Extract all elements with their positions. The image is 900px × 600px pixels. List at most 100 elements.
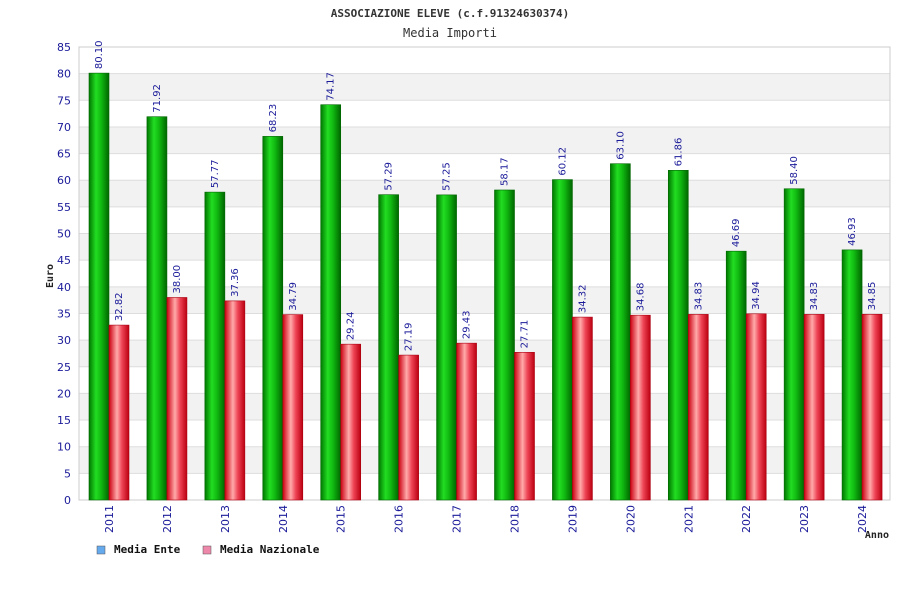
y-tick-label: 45 xyxy=(57,254,71,267)
bar-media-ente xyxy=(320,104,342,501)
bar-media-nazionale xyxy=(108,324,130,501)
y-tick-label: 40 xyxy=(57,281,71,294)
plot-band xyxy=(79,73,890,101)
data-label: 57.77 xyxy=(210,159,221,188)
data-label: 32.82 xyxy=(114,292,125,321)
legend-swatch-media-ente xyxy=(96,545,106,555)
bar-media-nazionale xyxy=(224,300,246,501)
plot-band xyxy=(79,313,890,341)
y-axis-label: Euro xyxy=(45,264,56,288)
y-axis-ticks: 0 5 10 15 20 25 30 35 40 45 50 55 60 65 70 75 80 85 xyxy=(57,41,71,507)
bar-media-ente xyxy=(378,194,399,501)
plot-band xyxy=(79,473,890,500)
bar-media-ente xyxy=(725,250,747,501)
y-tick-label: 50 xyxy=(57,228,71,241)
data-label: 29.43 xyxy=(462,311,473,340)
plot-band xyxy=(79,47,890,74)
bar-media-ente xyxy=(262,136,284,501)
x-tick-label: 2012 xyxy=(161,505,174,533)
data-label: 71.92 xyxy=(152,84,163,113)
bar-media-nazionale xyxy=(456,342,477,501)
x-tick-label: 2018 xyxy=(509,505,522,533)
plot-band xyxy=(79,233,890,261)
plot-band xyxy=(79,180,890,207)
data-label: 74.17 xyxy=(326,72,337,101)
data-label: 34.79 xyxy=(288,282,299,311)
x-tick-label: 2017 xyxy=(451,505,464,533)
y-tick-label: 75 xyxy=(57,94,71,107)
y-tick-label: 25 xyxy=(57,361,71,374)
y-tick-label: 0 xyxy=(64,494,71,507)
bar-media-nazionale xyxy=(861,313,883,501)
plot-frame xyxy=(78,46,891,501)
y-tick-label: 20 xyxy=(57,387,71,400)
data-label: 27.19 xyxy=(404,322,415,351)
plot-band xyxy=(79,420,890,447)
x-tick-label: 2022 xyxy=(740,505,753,533)
y-tick-label: 65 xyxy=(57,148,71,161)
data-label: 57.25 xyxy=(442,162,453,191)
data-label: 34.94 xyxy=(751,281,762,310)
data-label: 57.29 xyxy=(384,162,395,191)
data-label: 34.83 xyxy=(693,282,704,311)
data-label: 61.86 xyxy=(673,138,684,167)
bar-media-ente xyxy=(667,170,689,501)
bar-media-nazionale xyxy=(282,314,304,501)
bars: 80.10 32.82 71.92 38.00 57.77 37.36 68.23 34.79… xyxy=(88,40,883,501)
x-tick-label: 2023 xyxy=(798,505,811,533)
bar-media-nazionale xyxy=(803,314,825,501)
plot-band xyxy=(79,100,890,127)
bar-media-ente xyxy=(88,72,110,501)
plot-band xyxy=(79,446,890,474)
bar-media-nazionale xyxy=(745,313,767,501)
plot-band xyxy=(79,393,890,421)
bar-media-nazionale xyxy=(398,354,419,501)
data-label: 60.12 xyxy=(557,147,568,176)
bar-media-ente xyxy=(494,189,515,501)
plot-band xyxy=(79,366,890,394)
legend-swatch-media-nazionale xyxy=(202,545,212,555)
data-label: 58.40 xyxy=(789,156,800,185)
chart-title: ASSOCIAZIONE ELEVE (c.f.91324630374) xyxy=(331,7,569,20)
plot-band xyxy=(79,206,890,234)
bar-media-ente xyxy=(610,163,631,501)
bar-media-nazionale xyxy=(572,316,593,501)
x-tick-label: 2020 xyxy=(624,505,637,533)
bar-media-ente xyxy=(436,194,457,501)
x-tick-label: 2019 xyxy=(566,505,579,533)
data-label: 63.10 xyxy=(615,131,626,160)
y-tick-label: 70 xyxy=(57,121,71,134)
y-tick-label: 10 xyxy=(57,441,71,454)
y-tick-label: 55 xyxy=(57,201,71,214)
plot-band xyxy=(79,153,890,181)
y-tick-label: 15 xyxy=(57,414,71,427)
plot-band xyxy=(79,286,890,314)
y-tick-label: 30 xyxy=(57,334,71,347)
data-label: 27.71 xyxy=(520,320,531,349)
data-label: 34.85 xyxy=(867,282,878,311)
data-label: 68.23 xyxy=(268,104,279,133)
x-tick-label: 2024 xyxy=(856,505,869,533)
data-label: 38.00 xyxy=(172,265,183,294)
plot-background xyxy=(79,47,890,500)
x-tick-label: 2013 xyxy=(219,505,232,533)
data-label: 34.83 xyxy=(809,282,820,311)
bar-media-ente xyxy=(204,191,226,501)
y-tick-label: 35 xyxy=(57,307,71,320)
data-label: 46.69 xyxy=(731,219,742,248)
data-label: 34.32 xyxy=(577,284,588,313)
y-tick-label: 80 xyxy=(57,68,71,81)
chart-subtitle: Media Importi xyxy=(403,26,497,40)
legend-label-media-nazionale: Media Nazionale xyxy=(220,543,320,556)
x-tick-label: 2014 xyxy=(277,505,290,533)
bar-media-ente xyxy=(783,188,805,501)
x-axis-label: Anno xyxy=(865,530,889,541)
data-label: 46.93 xyxy=(847,217,858,246)
x-axis-ticks: 2011 2012 2013 2014 2015 2016 2017 2018 2019 2020… xyxy=(103,505,869,533)
data-label: 58.17 xyxy=(500,157,511,186)
data-label: 37.36 xyxy=(230,268,241,297)
data-label: 29.24 xyxy=(346,312,357,341)
bar-media-ente xyxy=(841,249,863,501)
bar-media-nazionale xyxy=(514,352,535,501)
